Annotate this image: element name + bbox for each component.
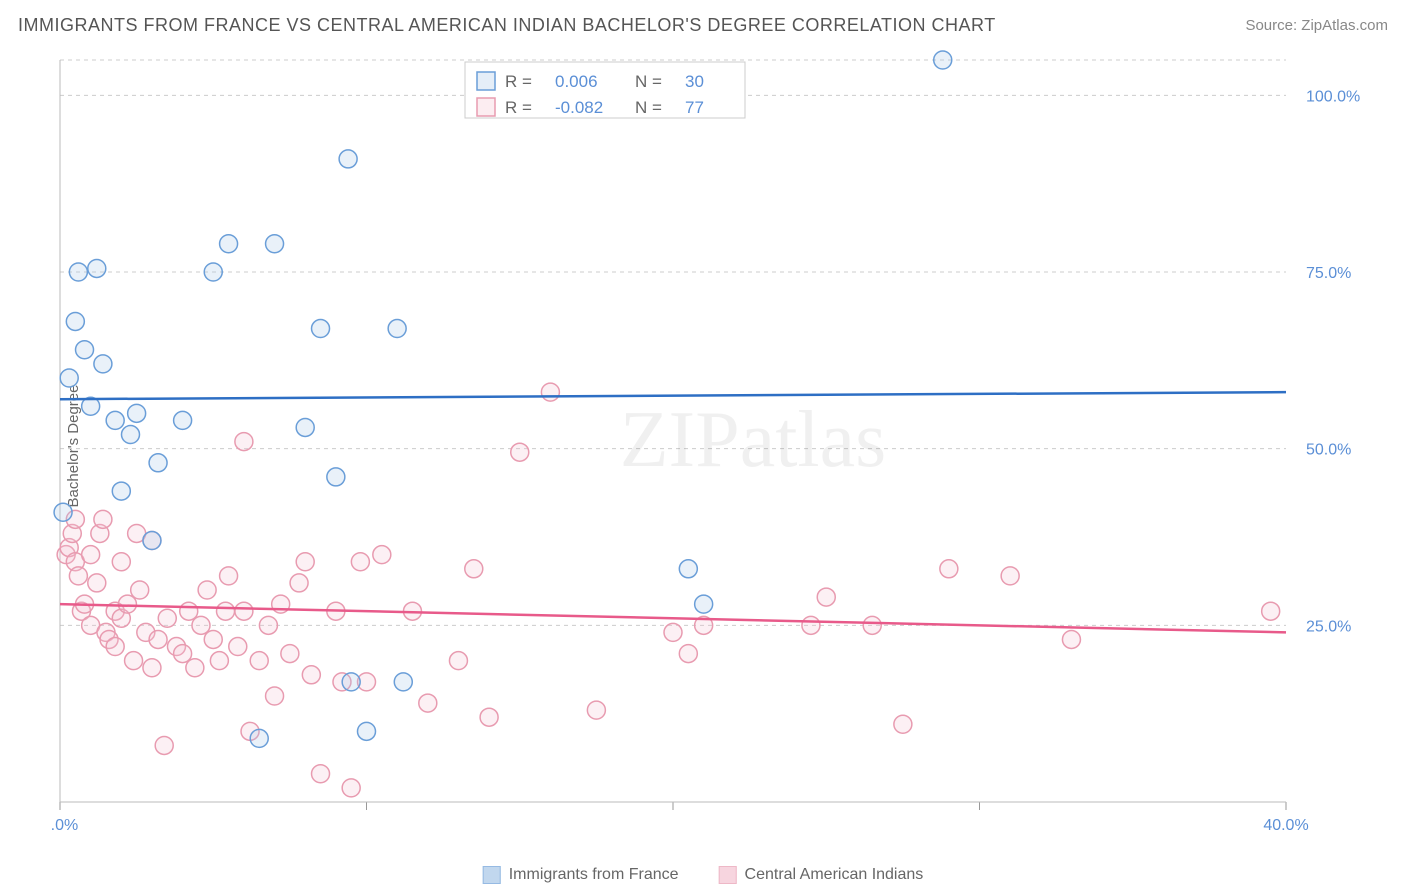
svg-text:ZIPatlas: ZIPatlas	[620, 396, 887, 484]
svg-text:40.0%: 40.0%	[1263, 817, 1308, 832]
svg-text:100.0%: 100.0%	[1306, 88, 1360, 105]
chart-title: IMMIGRANTS FROM FRANCE VS CENTRAL AMERIC…	[18, 15, 996, 36]
legend-label-cai: Central American Indians	[745, 866, 924, 884]
legend-label-france: Immigrants from France	[509, 866, 679, 884]
svg-text:0.006: 0.006	[555, 72, 598, 91]
svg-text:25.0%: 25.0%	[1306, 618, 1351, 635]
svg-text:77: 77	[685, 98, 704, 117]
scatter-plot: 25.0% 50.0% 75.0% 100.0% 0.0% 40.0% ZIPatlas R …	[50, 50, 1376, 832]
svg-text:75.0%: 75.0%	[1306, 265, 1351, 282]
legend-swatch-france	[483, 866, 501, 884]
header: IMMIGRANTS FROM FRANCE VS CENTRAL AMERIC…	[18, 10, 1388, 40]
legend-bottom: Immigrants from France Central American …	[483, 866, 924, 884]
svg-text:0.0%: 0.0%	[50, 817, 78, 832]
legend-item-cai: Central American Indians	[719, 866, 924, 884]
svg-text:50.0%: 50.0%	[1306, 442, 1351, 459]
legend-swatch-cai	[719, 866, 737, 884]
legend-item-france: Immigrants from France	[483, 866, 679, 884]
svg-text:30: 30	[685, 72, 704, 91]
svg-text:N =: N =	[635, 98, 662, 117]
svg-text:-0.082: -0.082	[555, 98, 603, 117]
svg-text:N =: N =	[635, 72, 662, 91]
source-label: Source: ZipAtlas.com	[1245, 17, 1388, 34]
svg-text:R =: R =	[505, 72, 532, 91]
chart-area: 25.0% 50.0% 75.0% 100.0% 0.0% 40.0% ZIPatlas R …	[50, 50, 1376, 832]
svg-text:R =: R =	[505, 98, 532, 117]
